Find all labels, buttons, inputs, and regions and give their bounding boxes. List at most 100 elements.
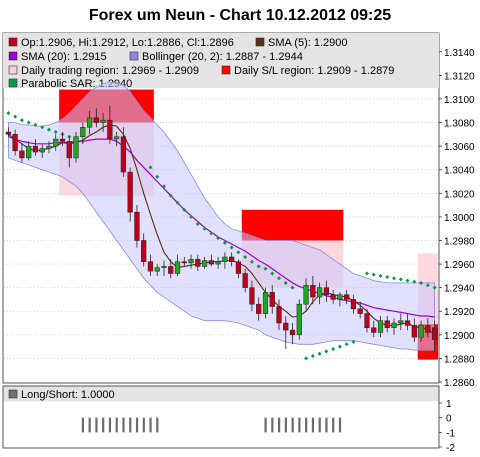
- long-short-bar: [108, 417, 112, 433]
- candle-body: [384, 320, 390, 329]
- candle-body: [256, 303, 262, 314]
- psar-point: [256, 264, 261, 269]
- candle: [208, 254, 214, 267]
- y-tick-label: 1.3140: [444, 48, 475, 59]
- candle-body: [201, 260, 208, 267]
- candle: [120, 127, 127, 177]
- candle: [364, 308, 370, 333]
- candle: [256, 297, 262, 321]
- candle-body: [418, 325, 424, 338]
- ls-y-tick-label: 1: [446, 399, 452, 410]
- psar-point: [19, 118, 24, 123]
- legend-label-bollinger: Bollinger (20, 2): 1.2887 - 1.2944: [142, 51, 303, 63]
- long-short-label: Long/Short: 1.0000: [21, 389, 115, 401]
- candle: [350, 294, 357, 314]
- candle: [303, 278, 309, 312]
- candle-body: [107, 119, 113, 140]
- psar-point: [412, 279, 417, 284]
- candle: [188, 254, 194, 269]
- candle-body: [195, 259, 201, 267]
- candle: [262, 287, 269, 319]
- moving-averages: [8, 124, 435, 336]
- candle-body: [296, 303, 302, 336]
- candle: [174, 254, 181, 276]
- psar-point: [243, 254, 248, 259]
- psar-point: [344, 342, 349, 347]
- y-tick-label: 1.2900: [444, 331, 475, 342]
- candle: [289, 323, 296, 345]
- candle: [59, 131, 66, 147]
- candle: [337, 292, 343, 307]
- candle: [296, 299, 302, 340]
- psar-point: [33, 122, 38, 127]
- candle: [134, 205, 140, 248]
- ls-y-tick-label: -1: [446, 428, 455, 439]
- candle: [19, 143, 25, 163]
- y-tick-label: 1.2920: [444, 307, 475, 318]
- ls-y-tick-label: -2: [446, 443, 455, 454]
- candle: [53, 134, 59, 151]
- candle-body: [134, 211, 140, 241]
- psar-point: [189, 214, 194, 219]
- psar-point: [364, 271, 369, 276]
- candle-body: [168, 266, 174, 274]
- psar-point: [182, 207, 187, 212]
- legend-label-sma20: SMA (20): 1.2915: [21, 51, 107, 63]
- long-short-swatch: [8, 389, 18, 399]
- candle: [276, 299, 282, 331]
- candle-body: [26, 145, 32, 159]
- psar-point: [195, 221, 200, 226]
- psar-point: [216, 236, 221, 241]
- candle: [330, 290, 336, 305]
- psar-point: [53, 129, 58, 134]
- candle: [107, 106, 113, 144]
- candle-body: [208, 260, 214, 265]
- candle-body: [431, 327, 438, 340]
- long-short-bar: [338, 417, 342, 433]
- long-short-bar: [135, 417, 139, 433]
- candle-body: [350, 299, 357, 310]
- candle: [114, 131, 120, 147]
- psar-point: [283, 280, 288, 285]
- candle: [404, 313, 411, 331]
- psar-point: [419, 280, 424, 285]
- long-short-bar: [278, 417, 281, 433]
- long-short-bar: [88, 417, 91, 433]
- legend-swatch-trading-region: [8, 65, 18, 75]
- candle-body: [330, 294, 336, 300]
- chart-title: Forex um Neun - Chart 10.12.2012 09:25: [89, 7, 391, 24]
- psar-point: [249, 259, 254, 264]
- candle: [425, 318, 431, 338]
- candle: [201, 256, 208, 269]
- y-tick-label: 1.3060: [444, 142, 475, 153]
- candle: [161, 260, 167, 276]
- candle: [66, 136, 72, 168]
- candle-body: [323, 287, 329, 295]
- legend-swatch-bollinger: [129, 51, 139, 61]
- psar-point: [425, 283, 430, 288]
- candle-body: [229, 256, 235, 262]
- psar-point: [378, 273, 383, 278]
- candle: [168, 259, 174, 279]
- y-tick-label: 1.2940: [444, 284, 475, 295]
- candle-body: [53, 138, 59, 147]
- y-tick-label: 1.3120: [444, 71, 475, 82]
- candle: [269, 285, 275, 314]
- candle: [127, 167, 133, 222]
- ls-y-tick-label: 0: [446, 414, 452, 425]
- psar-point: [229, 245, 234, 250]
- legend-label-ohlc: Op:1.2906, Hi:1.2912, Lo:1.2886, Cl:1.28…: [21, 37, 234, 49]
- legend-swatch-sl-region: [221, 65, 231, 75]
- candle: [384, 315, 390, 333]
- long-short-bar: [305, 417, 308, 433]
- candle-body: [161, 266, 167, 268]
- long-short-bar: [291, 417, 294, 433]
- psar-point: [317, 351, 322, 356]
- candle-body: [262, 292, 269, 314]
- long-short-bar: [81, 417, 85, 433]
- candle: [310, 275, 316, 305]
- candle-body: [73, 136, 79, 159]
- candle-body: [398, 320, 404, 324]
